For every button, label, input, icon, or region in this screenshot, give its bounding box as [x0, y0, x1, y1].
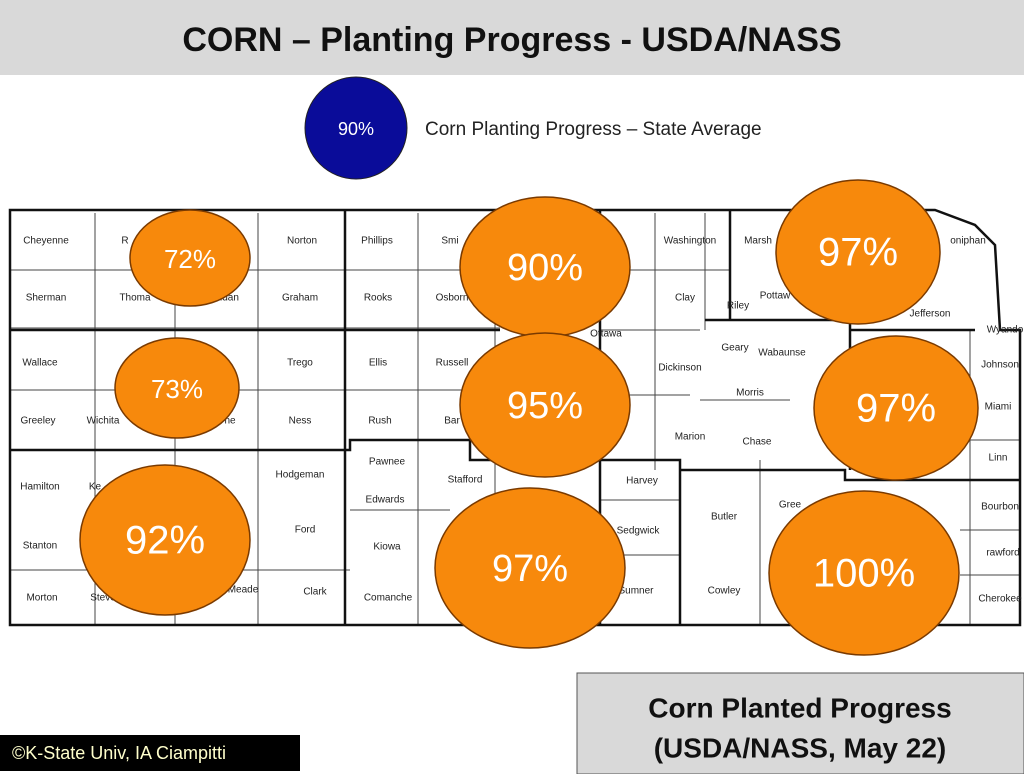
- county-label: Sherman: [26, 293, 67, 304]
- county-label: Phillips: [361, 236, 393, 247]
- county-label: Norton: [287, 236, 317, 247]
- county-label: Hodgeman: [276, 470, 325, 481]
- district-label: 97%: [492, 548, 568, 590]
- county-label: Comanche: [364, 593, 413, 604]
- county-label: Morton: [26, 593, 57, 604]
- district-circle: [813, 335, 979, 481]
- county-label: Ellis: [369, 358, 387, 369]
- county-label: Ottawa: [590, 329, 622, 340]
- county-label: Clay: [675, 293, 695, 304]
- title-bar: [0, 0, 1024, 75]
- county-label: Riley: [727, 301, 749, 312]
- footer-line-1: Corn Planted Progress: [648, 692, 951, 723]
- county-label: Dickinson: [658, 363, 701, 374]
- district-circle: [768, 490, 960, 656]
- county-label: eridan: [211, 293, 239, 304]
- district-circle: [79, 464, 251, 616]
- footer-line-2: (USDA/NASS, May 22): [654, 732, 947, 763]
- county-label: Morris: [736, 388, 764, 399]
- county-label: rawford: [986, 548, 1019, 559]
- county-label: Stanton: [23, 541, 57, 552]
- legend-label: 90%: [338, 119, 374, 139]
- district-circle: [459, 332, 631, 478]
- district-label: 90%: [507, 247, 583, 289]
- district-label: 92%: [125, 519, 205, 563]
- county-label: Kiowa: [373, 542, 401, 553]
- copyright: ©K-State Univ, IA Ciampitti: [12, 743, 226, 763]
- legend-text: Corn Planting Progress – State Average: [425, 119, 762, 140]
- district-circle: [775, 179, 941, 325]
- county-label: Johnson: [981, 360, 1019, 371]
- county-label: Greeley: [20, 416, 55, 427]
- county-label: Gree: [779, 500, 802, 511]
- county-label: Steve: [90, 593, 116, 604]
- county-label: Pawnee: [369, 457, 406, 468]
- legend-circle: [304, 76, 408, 180]
- county-label: Stafford: [448, 475, 483, 486]
- title: CORN – Planting Progress - USDA/NASS: [182, 21, 841, 59]
- district-label: 97%: [818, 231, 898, 275]
- county-label: Wichita: [87, 416, 120, 427]
- county-label: Pottaw: [760, 291, 791, 302]
- county-label: Ford: [295, 525, 316, 536]
- county-label: Cherokee: [978, 594, 1022, 605]
- county-label: Russell: [436, 358, 469, 369]
- county-label: Chase: [743, 437, 772, 448]
- county-label: Wallace: [22, 358, 58, 369]
- county-label: Edwards: [366, 495, 405, 506]
- county-label: Miami: [985, 402, 1012, 413]
- district-circle: [129, 209, 251, 307]
- county-label: Sumner: [618, 586, 654, 597]
- district-circle: [114, 337, 240, 439]
- county-label: Cowley: [708, 586, 741, 597]
- copyright-box: [0, 735, 300, 771]
- district-circle: [434, 487, 626, 649]
- county-label: Washington: [664, 236, 716, 247]
- district-label: 100%: [813, 552, 915, 596]
- county-label: Butler: [711, 512, 738, 523]
- county-label: Harvey: [626, 476, 658, 487]
- county-label: Wyando: [987, 325, 1024, 336]
- county-label: Jefferson: [910, 309, 951, 320]
- county-label: Linn: [989, 453, 1008, 464]
- county-label: Graham: [282, 293, 318, 304]
- county-label: Clark: [303, 587, 327, 598]
- district-label: 97%: [856, 387, 936, 431]
- county-label: Osborn: [436, 293, 469, 304]
- county-label: Rooks: [364, 293, 392, 304]
- county-label: R: [121, 236, 128, 247]
- district-label: 72%: [164, 244, 216, 274]
- county-label: Trego: [287, 358, 313, 369]
- county-label: Wabaunse: [758, 348, 806, 359]
- county-label: Hamilton: [20, 482, 59, 493]
- county-label: Meade: [228, 585, 259, 596]
- district-label: 73%: [151, 374, 203, 404]
- county-label: Bourbon: [981, 502, 1019, 513]
- county-label: Rush: [368, 416, 391, 427]
- county-label: oniphan: [950, 236, 986, 247]
- county-label: Smi: [441, 236, 458, 247]
- county-label: Marsh: [744, 236, 772, 247]
- county-label: Ness: [289, 416, 312, 427]
- footer-box: [576, 672, 1024, 774]
- county-label: Ke: [89, 482, 102, 493]
- county-label: ne: [224, 416, 236, 427]
- county-label: Thoma: [119, 293, 151, 304]
- district-label: 95%: [507, 385, 583, 427]
- county-label: Sedgwick: [617, 526, 661, 537]
- county-label: Cheyenne: [23, 236, 69, 247]
- county-label: Bar: [444, 416, 460, 427]
- county-label: Marion: [675, 432, 706, 443]
- county-label: Geary: [721, 343, 748, 354]
